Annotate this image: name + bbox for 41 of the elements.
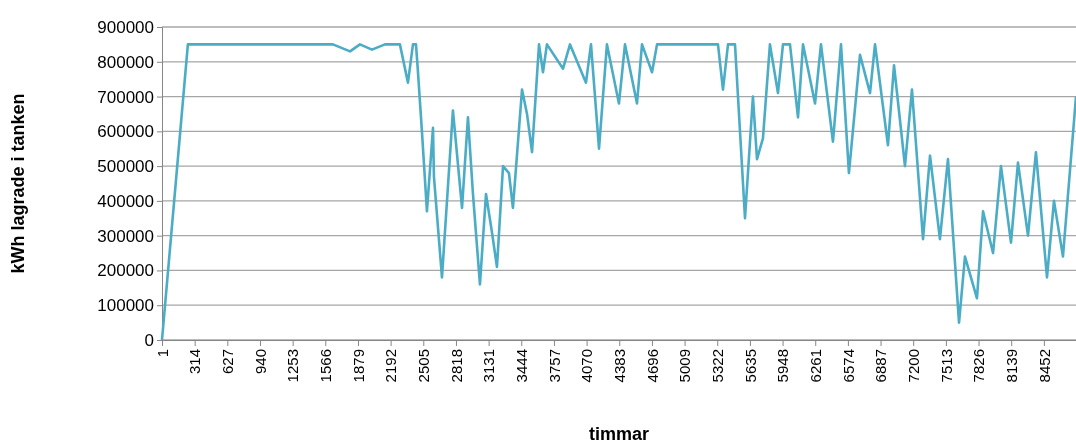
x-tick-label: 314 <box>186 349 204 375</box>
x-tick-label: 5635 <box>741 349 759 383</box>
x-tick-label: 4070 <box>578 349 596 383</box>
x-tick-label: 2192 <box>382 349 400 383</box>
x-tick-label: 1566 <box>317 349 335 383</box>
x-tick-label: 940 <box>251 349 269 375</box>
y-tick-label: 100000 <box>97 296 154 316</box>
x-axis-title: timmar <box>588 424 650 444</box>
x-tick-label: 4696 <box>643 349 661 383</box>
x-tick-label: 2818 <box>447 349 465 383</box>
x-tick-label: 7826 <box>970 349 988 383</box>
x-tick-label: 1253 <box>284 349 302 383</box>
x-tick-label: 5948 <box>774 349 792 383</box>
x-tick-label: 1879 <box>349 349 367 383</box>
line-series <box>160 43 1076 342</box>
y-tick-label: 300000 <box>97 226 154 246</box>
x-tick-label: 7513 <box>937 349 955 383</box>
y-tick-label: 700000 <box>97 87 154 107</box>
x-tick-label: 6887 <box>872 349 890 383</box>
x-tick-label: 3131 <box>480 349 498 383</box>
y-axis-title: kWh lagrade i tanken <box>8 93 28 274</box>
x-tick-label: 6261 <box>806 349 824 383</box>
y-tick-label: 400000 <box>97 191 154 211</box>
x-tick-label: 5009 <box>676 349 694 383</box>
x-tick-label: 2505 <box>415 349 433 383</box>
y-tick-label: 800000 <box>97 52 154 72</box>
x-tick-label: 3757 <box>545 349 563 383</box>
x-tick-label: 627 <box>219 349 237 375</box>
x-tick-label: 7200 <box>904 349 922 383</box>
x-tick-label: 4383 <box>611 349 629 383</box>
y-tick-label: 200000 <box>97 261 154 281</box>
x-tick-label: 3444 <box>513 349 531 383</box>
y-tick-label: 500000 <box>97 157 154 177</box>
y-tick-label: 600000 <box>97 122 154 142</box>
y-tick-label: 900000 <box>97 17 154 37</box>
x-tick-label: 8139 <box>1002 349 1020 383</box>
x-tick-label: 8452 <box>1035 349 1053 383</box>
x-tick-label: 1 <box>153 349 171 358</box>
y-tick-label: 0 <box>144 330 154 350</box>
x-tick-label: 6574 <box>839 349 857 383</box>
x-tick-label: 5322 <box>709 349 726 383</box>
